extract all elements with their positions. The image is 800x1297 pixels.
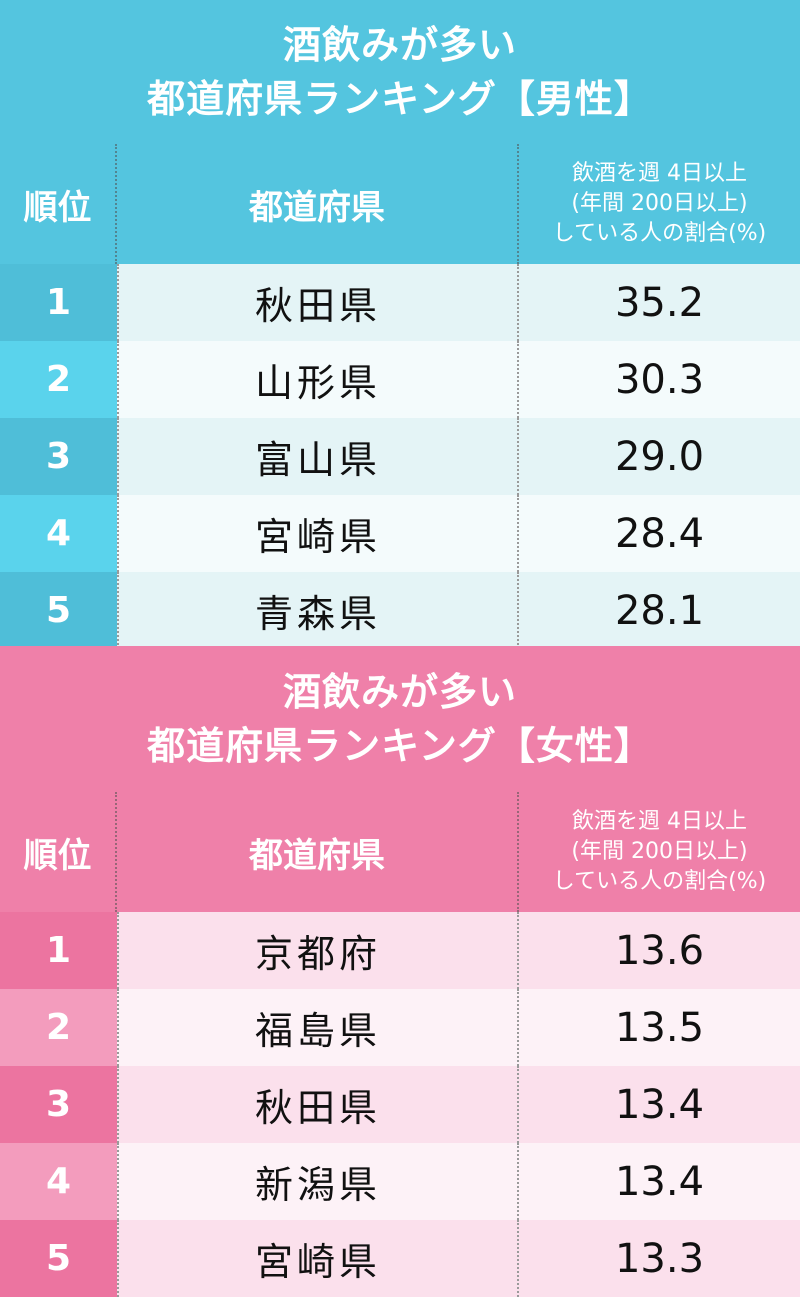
header-value: 飲酒を週 4日以上 (年間 200日以上) している人の割合(%) bbox=[519, 792, 800, 912]
table-row: 2 山形県 30.3 bbox=[0, 341, 800, 418]
female-table-body: 1 京都府 13.6 2 福島県 13.5 3 秋田県 13.4 4 新潟県 1… bbox=[0, 912, 800, 1297]
table-row: 2 福島県 13.5 bbox=[0, 989, 800, 1066]
rank-cell: 5 bbox=[0, 572, 117, 649]
prefecture-cell: 青森県 bbox=[117, 572, 519, 649]
prefecture-cell: 富山県 bbox=[117, 418, 519, 495]
value-cell: 30.3 bbox=[519, 341, 800, 418]
table-row: 5 宮崎県 13.3 bbox=[0, 1220, 800, 1297]
prefecture-cell: 山形県 bbox=[117, 341, 519, 418]
table-row: 5 青森県 28.1 bbox=[0, 572, 800, 649]
rank-cell: 2 bbox=[0, 341, 117, 418]
female-table-title: 酒飲みが多い 都道府県ランキング【女性】 bbox=[0, 646, 800, 792]
prefecture-cell: 新潟県 bbox=[117, 1143, 519, 1220]
male-table-title: 酒飲みが多い 都道府県ランキング【男性】 bbox=[0, 0, 800, 144]
table-row: 1 秋田県 35.2 bbox=[0, 264, 800, 341]
value-cell: 13.5 bbox=[519, 989, 800, 1066]
header-value-line3: している人の割合(%) bbox=[552, 869, 767, 894]
value-cell: 29.0 bbox=[519, 418, 800, 495]
value-cell: 28.1 bbox=[519, 572, 800, 649]
rank-cell: 1 bbox=[0, 264, 117, 341]
rank-cell: 3 bbox=[0, 1066, 117, 1143]
value-cell: 13.4 bbox=[519, 1066, 800, 1143]
header-prefecture: 都道府県 bbox=[117, 792, 519, 912]
rank-cell: 4 bbox=[0, 495, 117, 572]
header-rank: 順位 bbox=[0, 144, 117, 264]
table-row: 3 富山県 29.0 bbox=[0, 418, 800, 495]
value-cell: 13.3 bbox=[519, 1220, 800, 1297]
header-prefecture: 都道府県 bbox=[117, 144, 519, 264]
header-value-line3: している人の割合(%) bbox=[552, 221, 767, 246]
header-value-line2: (年間 200日以上) bbox=[571, 839, 748, 864]
table-row: 3 秋田県 13.4 bbox=[0, 1066, 800, 1143]
rank-cell: 4 bbox=[0, 1143, 117, 1220]
value-cell: 28.4 bbox=[519, 495, 800, 572]
value-cell: 13.6 bbox=[519, 912, 800, 989]
male-title-line1: 酒飲みが多い bbox=[282, 23, 517, 67]
prefecture-cell: 秋田県 bbox=[117, 264, 519, 341]
male-table-header: 順位 都道府県 飲酒を週 4日以上 (年間 200日以上) している人の割合(%… bbox=[0, 144, 800, 264]
header-rank: 順位 bbox=[0, 792, 117, 912]
table-row: 4 新潟県 13.4 bbox=[0, 1143, 800, 1220]
male-table-body: 1 秋田県 35.2 2 山形県 30.3 3 富山県 29.0 4 宮崎県 2… bbox=[0, 264, 800, 649]
prefecture-cell: 宮崎県 bbox=[117, 495, 519, 572]
prefecture-cell: 京都府 bbox=[117, 912, 519, 989]
table-row: 1 京都府 13.6 bbox=[0, 912, 800, 989]
value-cell: 13.4 bbox=[519, 1143, 800, 1220]
prefecture-cell: 秋田県 bbox=[117, 1066, 519, 1143]
female-title-line2: 都道府県ランキング【女性】 bbox=[147, 724, 653, 768]
value-cell: 35.2 bbox=[519, 264, 800, 341]
female-table-header: 順位 都道府県 飲酒を週 4日以上 (年間 200日以上) している人の割合(%… bbox=[0, 792, 800, 912]
rank-cell: 2 bbox=[0, 989, 117, 1066]
female-ranking-table: 酒飲みが多い 都道府県ランキング【女性】 順位 都道府県 飲酒を週 4日以上 (… bbox=[0, 646, 800, 1297]
header-value: 飲酒を週 4日以上 (年間 200日以上) している人の割合(%) bbox=[519, 144, 800, 264]
rank-cell: 3 bbox=[0, 418, 117, 495]
table-row: 4 宮崎県 28.4 bbox=[0, 495, 800, 572]
prefecture-cell: 福島県 bbox=[117, 989, 519, 1066]
header-value-line1: 飲酒を週 4日以上 bbox=[572, 161, 747, 186]
female-title-line1: 酒飲みが多い bbox=[282, 670, 517, 714]
header-value-line2: (年間 200日以上) bbox=[571, 191, 748, 216]
rank-cell: 1 bbox=[0, 912, 117, 989]
male-ranking-table: 酒飲みが多い 都道府県ランキング【男性】 順位 都道府県 飲酒を週 4日以上 (… bbox=[0, 0, 800, 649]
rank-cell: 5 bbox=[0, 1220, 117, 1297]
prefecture-cell: 宮崎県 bbox=[117, 1220, 519, 1297]
male-title-line2: 都道府県ランキング【男性】 bbox=[147, 77, 653, 121]
header-value-line1: 飲酒を週 4日以上 bbox=[572, 809, 747, 834]
